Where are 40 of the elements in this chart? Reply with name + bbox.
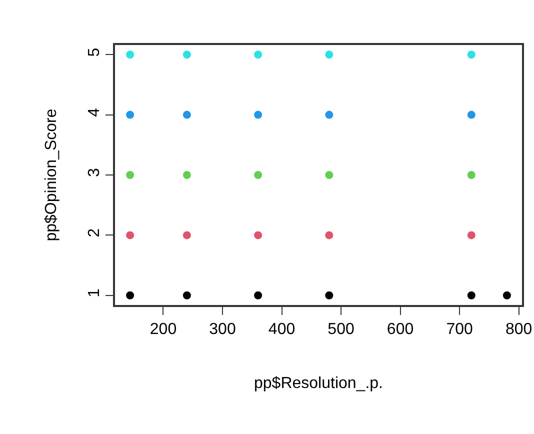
y-tick-label: 4 [86, 108, 103, 117]
point [467, 171, 476, 179]
x-axis-title: pp$Resolution_.p. [254, 375, 383, 392]
point [182, 291, 191, 300]
point [182, 171, 191, 179]
point [126, 50, 134, 59]
point [126, 231, 134, 240]
x-tick-label: 300 [209, 320, 236, 338]
point [467, 291, 476, 300]
x-tick-label: 700 [446, 320, 473, 338]
point [182, 231, 191, 240]
point [467, 50, 476, 59]
x-tick-label: 800 [505, 320, 532, 338]
point [182, 110, 191, 119]
point [325, 50, 334, 59]
point [325, 231, 334, 240]
y-tick-label: 5 [86, 48, 103, 57]
y-tick-label: 2 [86, 228, 103, 238]
y-tick-label: 1 [86, 288, 103, 298]
point [467, 110, 476, 119]
point [126, 110, 134, 119]
point [182, 50, 191, 59]
point [254, 231, 262, 240]
point [126, 171, 134, 179]
point [325, 291, 334, 300]
x-tick-label: 200 [150, 320, 177, 338]
y-tick-label: 3 [86, 168, 103, 178]
point [325, 171, 334, 179]
x-tick-label: 600 [386, 320, 414, 338]
x-tick-label: 400 [268, 320, 296, 338]
point [467, 231, 476, 240]
point [254, 110, 262, 119]
x-tick-label: 500 [328, 320, 354, 338]
point [254, 50, 262, 59]
point [254, 291, 262, 300]
point [325, 110, 334, 119]
point [254, 171, 262, 179]
y-axis-title: pp$Opinion_Score [43, 108, 60, 242]
point [502, 291, 511, 300]
point [126, 291, 134, 300]
